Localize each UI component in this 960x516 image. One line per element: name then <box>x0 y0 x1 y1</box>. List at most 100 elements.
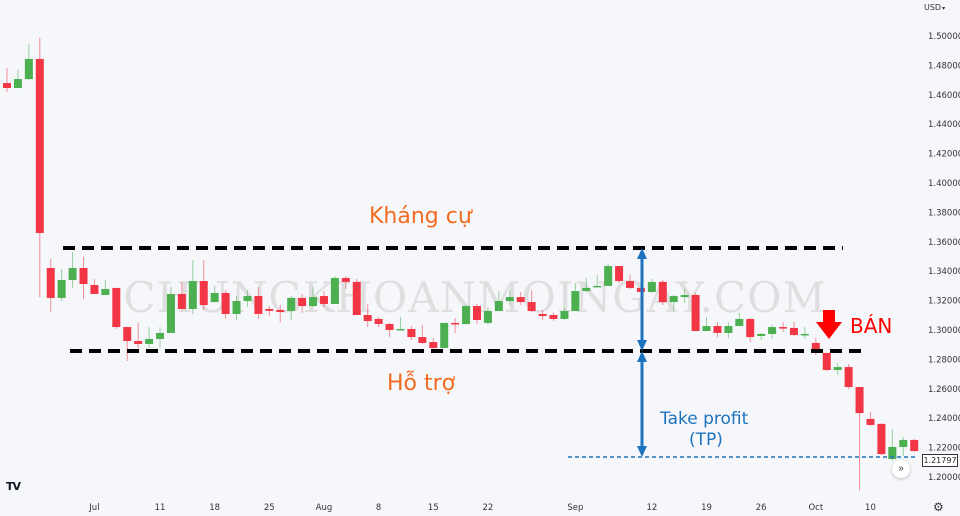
date-tick-label: 10 <box>865 503 876 513</box>
candle-body-down <box>822 352 831 370</box>
candle-body-down <box>538 313 547 317</box>
candle-body-down <box>254 296 263 314</box>
candle-body-down <box>407 328 416 338</box>
date-tick-label: 18 <box>209 503 220 513</box>
candle-body-down <box>385 323 394 330</box>
candle-body-down <box>123 327 132 342</box>
candle-body-up <box>593 285 602 288</box>
candle-body-down <box>789 327 798 335</box>
candle-body-up <box>833 367 842 370</box>
candle-body-down <box>112 287 121 328</box>
candle-body-down <box>877 423 886 455</box>
date-tick-label: Sep <box>567 503 583 513</box>
support-label: Hỗ trợ <box>387 370 456 396</box>
price-tick-label: 1.46000 <box>928 91 960 101</box>
price-tick-label: 1.34000 <box>928 267 960 277</box>
candle-body-up <box>888 447 897 460</box>
candle-body-up <box>188 281 197 309</box>
candle-body-up <box>440 322 449 348</box>
date-tick-label: Jul <box>88 503 99 513</box>
candle-body-down <box>472 306 481 321</box>
candle-body-up <box>505 297 514 302</box>
candle-body-up <box>396 328 405 331</box>
candle-body-down <box>298 297 307 307</box>
candle-body-down <box>746 318 755 338</box>
candle-body-down <box>844 367 853 388</box>
candle-body-down <box>910 439 919 451</box>
candle-body-up <box>494 301 503 312</box>
candle-body-down <box>451 322 460 325</box>
candle-body-down <box>626 281 635 288</box>
candle-body-up <box>68 267 77 281</box>
candle-body-up <box>57 280 66 298</box>
candle-body-down <box>199 281 208 306</box>
arrow-down-icon <box>637 446 647 458</box>
scroll-to-realtime-button[interactable]: » <box>892 460 910 478</box>
sell-label: BÁN <box>850 314 892 338</box>
candle-body-down <box>35 58 44 233</box>
candle-body-down <box>374 318 383 324</box>
candle-body-down <box>516 297 525 303</box>
candle-body-up <box>735 318 744 327</box>
candle-body-up <box>483 311 492 323</box>
candle-body-up <box>647 281 656 292</box>
candle-body-up <box>768 327 777 334</box>
price-tick-label: 1.30000 <box>928 326 960 336</box>
candle-body-up <box>287 297 296 311</box>
settings-gear-icon[interactable]: ⚙ <box>933 500 944 514</box>
price-tick-label: 1.20000 <box>928 473 960 483</box>
price-tick-label: 1.36000 <box>928 238 960 248</box>
price-tick-label: 1.22000 <box>928 444 960 454</box>
candle-body-up <box>145 338 154 344</box>
price-tick-label: 1.28000 <box>928 355 960 365</box>
candle-body-up <box>232 301 241 314</box>
candle-body-down <box>265 308 274 311</box>
date-tick-label: 22 <box>483 503 494 513</box>
candle-body-down <box>549 315 558 319</box>
arrow-up-icon <box>637 351 647 363</box>
take-profit-label: Take profit <box>659 409 749 429</box>
date-tick-label: 11 <box>155 503 166 513</box>
currency-selector[interactable]: USD▾ <box>924 3 945 12</box>
candle-body-up <box>156 332 165 339</box>
candle-body-down <box>713 326 722 333</box>
resistance-label: Kháng cự <box>369 204 473 229</box>
arrow-up-icon <box>637 247 647 259</box>
last-price-value: 1.21797 <box>923 456 957 465</box>
candle-body-down <box>3 83 11 89</box>
take-profit-abbr-label: (TP) <box>689 430 723 450</box>
candle-body-down <box>658 281 667 303</box>
price-tick-label: 1.40000 <box>928 179 960 189</box>
candle-body-up <box>669 296 678 303</box>
candle-body-down <box>429 342 438 348</box>
candle-body-up <box>24 58 33 80</box>
price-tick-label: 1.32000 <box>928 297 960 307</box>
candle-body-down <box>855 387 864 414</box>
date-tick-label: 8 <box>376 503 381 513</box>
candle-body-up <box>899 439 908 448</box>
candle-body-down <box>691 295 700 332</box>
candle-body-up <box>330 277 339 304</box>
candle-body-up <box>101 288 110 296</box>
candle-body-down <box>90 285 99 294</box>
logo-text: TV <box>6 480 21 493</box>
price-tick-label: 1.50000 <box>928 32 960 42</box>
candle-body-down <box>319 296 328 304</box>
candle-body-down <box>79 267 88 284</box>
candle-body-up <box>702 326 711 332</box>
tradingview-logo[interactable]: TV <box>6 480 21 493</box>
candle-body-up <box>243 296 252 302</box>
candle-body-up <box>724 326 733 333</box>
candle-body-up <box>13 79 22 89</box>
price-tick-label: 1.26000 <box>928 385 960 395</box>
candle-body-up <box>560 311 569 319</box>
double-chevron-right-icon: » <box>898 463 904 474</box>
candle-body-down <box>418 337 427 343</box>
price-tick-label: 1.42000 <box>928 150 960 160</box>
chevron-down-icon: ▾ <box>942 5 946 12</box>
candle-body-down <box>527 302 536 312</box>
date-tick-label: 26 <box>756 503 767 513</box>
candle-body-down <box>811 342 820 353</box>
